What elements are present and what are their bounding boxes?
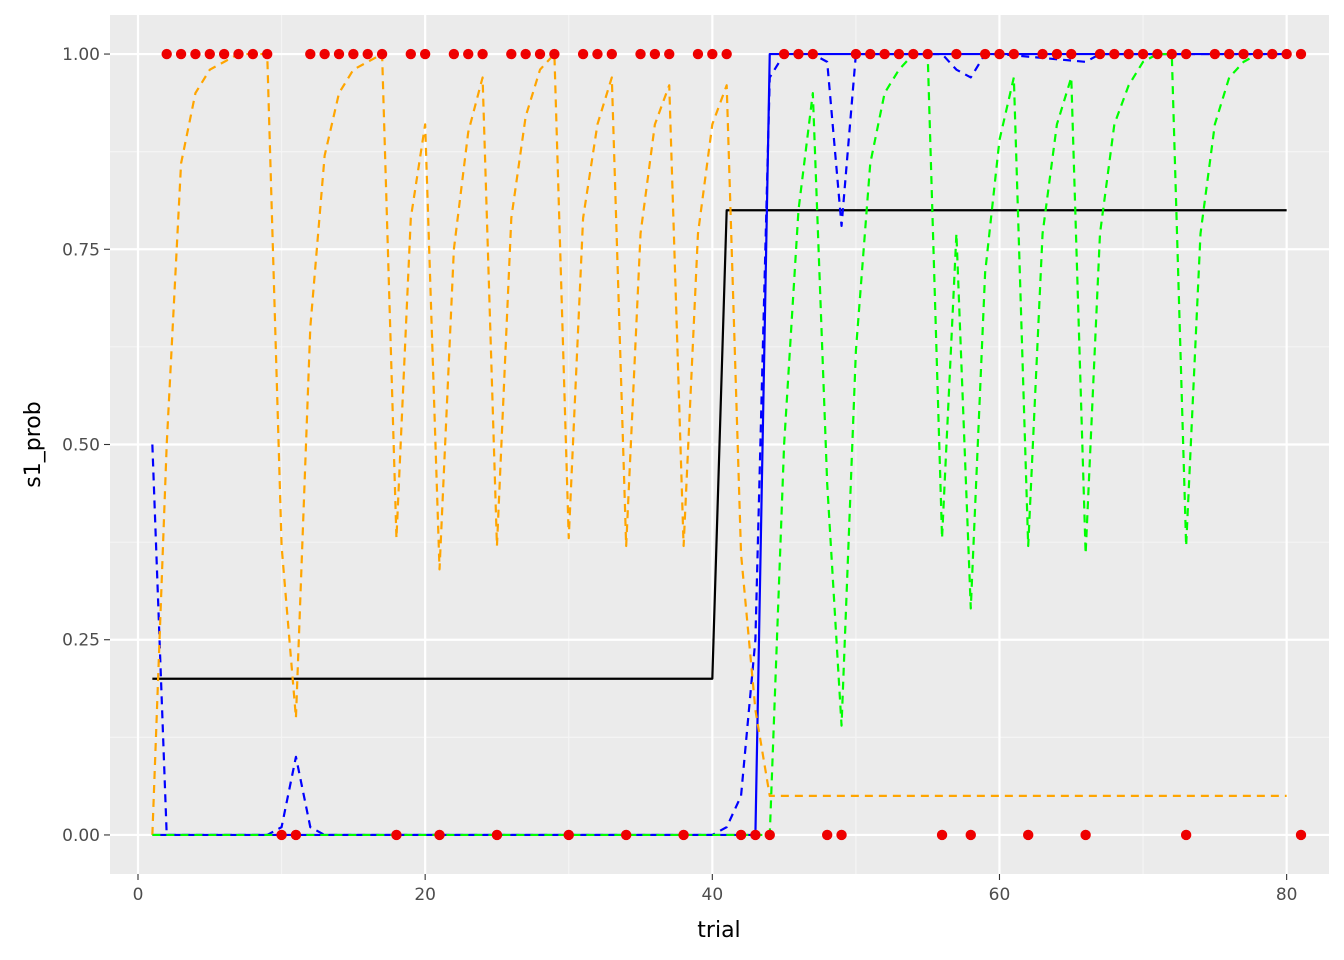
data-point-one <box>463 48 474 60</box>
data-point-one <box>577 48 589 60</box>
data-point-one <box>1008 48 1020 60</box>
data-point-one <box>348 48 359 60</box>
data-point-one <box>362 48 373 60</box>
data-point-one <box>592 48 603 60</box>
data-point-zero <box>1295 829 1307 841</box>
data-point-one <box>305 48 316 60</box>
data-point-one <box>606 48 618 60</box>
data-point-one <box>1109 48 1120 60</box>
data-point-one <box>534 48 546 60</box>
y-tick-label: 0.50 <box>62 436 100 456</box>
data-point-zero <box>735 829 747 841</box>
data-point-one <box>333 48 345 60</box>
data-point-one <box>1152 48 1163 60</box>
y-axis-title: s1_prob <box>21 401 46 487</box>
data-point-zero <box>290 829 302 841</box>
data-point-one <box>1281 48 1292 60</box>
y-tick-label: 1.00 <box>62 45 100 65</box>
data-point-one <box>1224 48 1235 60</box>
data-point-one <box>979 48 991 60</box>
data-point-one <box>1094 48 1106 60</box>
x-tick-label: 0 <box>133 885 144 905</box>
data-point-one <box>175 48 187 60</box>
data-point-one <box>807 48 819 60</box>
data-point-one <box>247 48 259 60</box>
data-point-one <box>419 48 431 60</box>
data-point-one <box>376 48 388 60</box>
data-point-zero <box>491 829 503 841</box>
data-point-one <box>778 48 790 60</box>
data-point-one <box>879 48 890 60</box>
data-point-one <box>1295 48 1307 60</box>
x-tick-label: 60 <box>989 885 1011 905</box>
data-point-one <box>1166 48 1177 60</box>
data-point-one <box>692 48 704 60</box>
x-axis-title: trial <box>697 918 740 943</box>
data-point-one <box>994 48 1005 60</box>
data-point-one <box>161 48 172 60</box>
data-point-zero <box>620 829 632 841</box>
data-point-zero <box>936 829 948 841</box>
points-layer <box>161 48 1307 841</box>
data-point-one <box>721 48 732 60</box>
data-point-one <box>319 48 330 60</box>
data-point-zero <box>1180 829 1192 841</box>
x-tick-label: 20 <box>414 885 436 905</box>
data-point-zero <box>965 829 976 841</box>
data-point-zero <box>750 829 761 841</box>
data-point-one <box>664 48 675 60</box>
data-point-one <box>520 48 531 60</box>
data-point-zero <box>678 829 689 841</box>
data-point-one <box>908 48 919 60</box>
data-point-zero <box>764 829 775 841</box>
data-point-one <box>549 48 560 60</box>
series-line-3 <box>151 52 1287 835</box>
data-point-zero <box>563 829 574 841</box>
data-point-one <box>707 48 718 60</box>
y-tick-label: 0.25 <box>62 631 100 651</box>
data-point-one <box>506 48 517 60</box>
data-point-one <box>649 48 661 60</box>
series-line-0 <box>152 209 1287 680</box>
data-point-zero <box>276 829 287 841</box>
data-point-zero <box>1022 829 1034 841</box>
data-point-one <box>1267 48 1278 60</box>
data-point-zero <box>1080 829 1091 841</box>
data-point-zero <box>434 829 445 841</box>
data-point-one <box>922 48 933 60</box>
data-point-one <box>793 48 804 60</box>
data-point-one <box>1137 48 1149 60</box>
data-point-one <box>1252 48 1264 60</box>
x-tick-label: 80 <box>1276 885 1298 905</box>
data-point-one <box>262 48 273 60</box>
data-point-one <box>204 48 215 60</box>
data-point-one <box>1238 48 1249 60</box>
data-point-one <box>1209 48 1221 60</box>
data-point-zero <box>836 829 847 841</box>
data-point-one <box>951 48 962 60</box>
data-point-one <box>218 48 230 60</box>
data-point-one <box>405 48 417 60</box>
axes: 0 20 40 60 80 0.00 0.25 0.50 0.75 1.00 <box>62 45 1297 905</box>
data-point-one <box>1037 48 1048 60</box>
data-point-one <box>850 48 862 60</box>
data-point-one <box>635 48 646 60</box>
data-point-one <box>448 48 460 60</box>
data-point-one <box>893 48 905 60</box>
data-point-one <box>1066 48 1077 60</box>
data-point-one <box>477 48 488 60</box>
data-point-one <box>865 48 876 60</box>
data-point-zero <box>821 829 833 841</box>
data-point-one <box>190 48 201 60</box>
x-tick-label: 40 <box>702 885 724 905</box>
data-point-one <box>1180 48 1192 60</box>
data-point-one <box>1051 48 1063 60</box>
data-point-zero <box>391 829 402 841</box>
data-point-one <box>233 48 244 60</box>
y-tick-label: 0.00 <box>62 826 100 846</box>
data-point-one <box>1123 48 1134 60</box>
y-tick-label: 0.75 <box>62 240 100 260</box>
